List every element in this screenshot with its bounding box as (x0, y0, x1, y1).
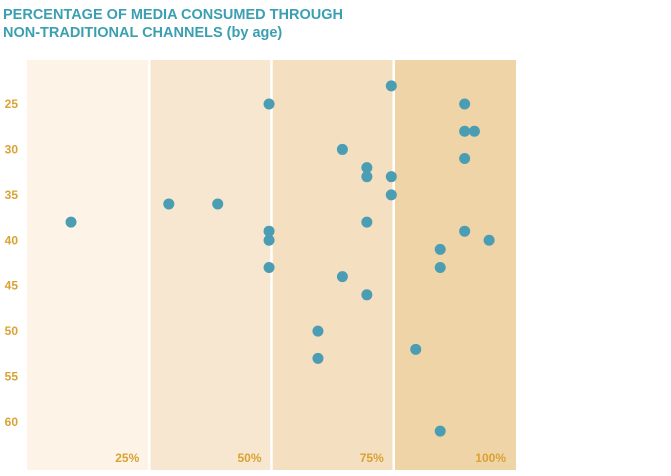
band-4 (393, 60, 516, 470)
data-point (410, 343, 422, 355)
chart-title: PERCENTAGE OF MEDIA CONSUMED THROUGH NON… (3, 6, 383, 42)
data-point (361, 289, 373, 301)
y-axis-ticks: 25 30 35 40 45 50 55 60 (5, 97, 19, 429)
data-point (434, 425, 446, 437)
data-point (459, 98, 471, 110)
data-point (385, 171, 397, 183)
data-points (65, 80, 495, 437)
data-point (312, 325, 324, 337)
band-2 (149, 60, 272, 470)
data-point (468, 125, 480, 137)
data-point (385, 189, 397, 201)
data-point (263, 225, 275, 237)
chart-title-line-2: NON-TRADITIONAL CHANNELS (by age) (3, 25, 283, 41)
y-tick-label: 55 (5, 370, 19, 384)
band-3 (271, 60, 394, 470)
y-tick-label: 30 (5, 142, 19, 156)
data-point (263, 234, 275, 246)
data-point (361, 171, 373, 183)
y-tick-label: 60 (5, 415, 19, 429)
data-point (263, 262, 275, 274)
background-bands (27, 60, 516, 470)
x-tick-label: 25% (115, 451, 139, 465)
data-point (483, 234, 495, 246)
data-point (434, 262, 446, 274)
y-tick-label: 50 (5, 324, 19, 338)
y-tick-label: 45 (5, 279, 19, 293)
data-point (212, 198, 224, 210)
band-1 (27, 60, 150, 470)
data-point (163, 198, 175, 210)
data-point (361, 162, 373, 174)
data-point (385, 80, 397, 92)
data-point (459, 125, 471, 137)
chart-title-line-1: PERCENTAGE OF MEDIA CONSUMED THROUGH (3, 7, 343, 23)
x-tick-label: 75% (360, 451, 384, 465)
data-point (361, 216, 373, 228)
data-point (312, 352, 324, 364)
data-point (336, 143, 348, 155)
data-point (434, 243, 446, 255)
y-tick-label: 40 (5, 233, 19, 247)
y-tick-label: 35 (5, 188, 19, 202)
x-axis-ticks: 25% 50% 75% 100% (115, 451, 506, 465)
data-point (65, 216, 77, 228)
data-point (263, 98, 275, 110)
x-tick-label: 50% (237, 451, 261, 465)
data-point (459, 225, 471, 237)
data-point (459, 153, 471, 165)
data-point (336, 271, 348, 283)
y-tick-label: 25 (5, 97, 19, 111)
x-tick-label: 100% (475, 451, 506, 465)
